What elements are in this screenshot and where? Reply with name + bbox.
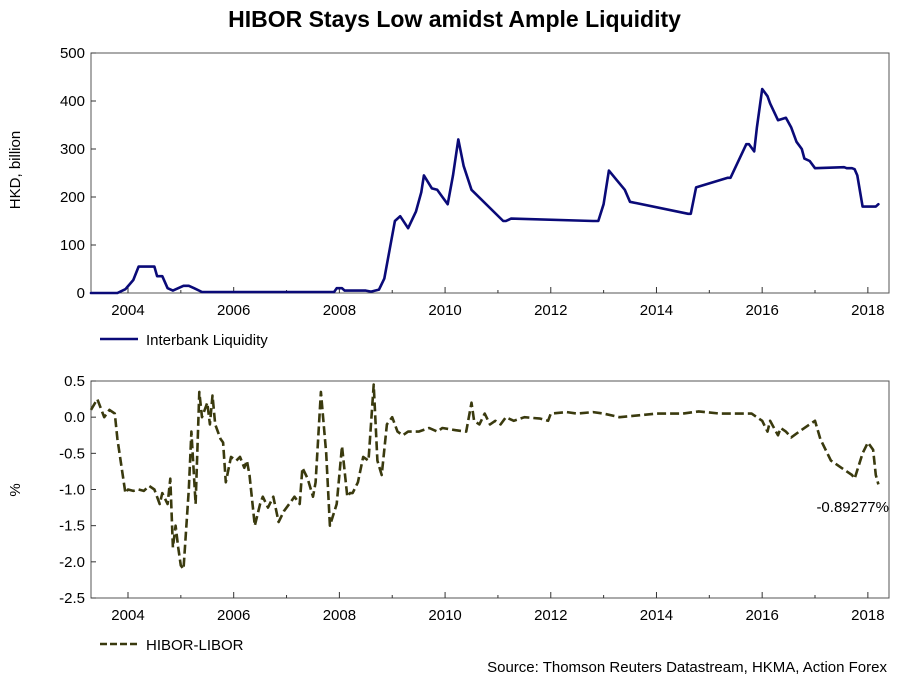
liquidity-x-tick-label: 2018 — [851, 302, 884, 319]
liquidity-y-tick-label: 200 — [60, 189, 85, 206]
liquidity-x-tick-label: 2012 — [534, 302, 567, 319]
spread-x-tick-label: 2008 — [323, 607, 356, 624]
liquidity-x-tick-label: 2008 — [323, 302, 356, 319]
chart-title: HIBOR Stays Low amidst Ample Liquidity — [228, 6, 681, 32]
liquidity-x-tick-label: 2004 — [111, 302, 144, 319]
liquidity-x-tick-label: 2010 — [428, 302, 461, 319]
spread-y-tick-label: -0.5 — [59, 445, 85, 462]
spread-y-tick-label: -1.5 — [59, 518, 85, 535]
spread-y-tick-label: 0.5 — [64, 373, 85, 390]
spread-y-tick-label: -2.0 — [59, 554, 85, 571]
liquidity-x-tick-label: 2014 — [640, 302, 673, 319]
spread-legend-label: HIBOR-LIBOR — [146, 637, 244, 654]
spread-y-axis-label: % — [7, 483, 24, 496]
spread-y-tick-label: -1.0 — [59, 482, 85, 499]
spread-x-tick-label: 2012 — [534, 607, 567, 624]
spread-x-tick-label: 2014 — [640, 607, 673, 624]
spread-x-tick-label: 2010 — [428, 607, 461, 624]
liquidity-y-tick-label: 0 — [77, 285, 85, 302]
liquidity-y-tick-label: 300 — [60, 141, 85, 158]
liquidity-y-axis-label: HKD, billion — [7, 131, 24, 209]
liquidity-chart: 500 400 300 200 100 0 2004 2006 2008 2010 2012 2014… — [7, 45, 890, 349]
liquidity-y-tick-label: 100 — [60, 237, 85, 254]
liquidity-x-tick-label: 2016 — [745, 302, 778, 319]
spread-y-tick-label: -2.5 — [59, 590, 85, 607]
spread-x-tick-label: 2004 — [111, 607, 144, 624]
liquidity-y-tick-label: 400 — [60, 93, 85, 110]
liquidity-x-tick-label: 2006 — [217, 302, 250, 319]
liquidity-series-line — [89, 87, 880, 295]
spread-x-tick-label: 2018 — [851, 607, 884, 624]
liquidity-legend-label: Interbank Liquidity — [146, 332, 268, 349]
spread-x-tick-label: 2016 — [745, 607, 778, 624]
liquidity-plot-frame — [90, 52, 890, 294]
spread-series-line — [89, 383, 880, 571]
spread-y-tick-label: 0.0 — [64, 409, 85, 426]
spread-annotation: -0.89277% — [816, 499, 889, 516]
spread-chart: 0.5 0.0 -0.5 -1.0 -1.5 -2.0 -2.5 2004 2006 2008 20… — [7, 373, 890, 654]
spread-x-tick-label: 2006 — [217, 607, 250, 624]
liquidity-y-tick-label: 500 — [60, 45, 85, 62]
source-note: Source: Thomson Reuters Datastream, HKMA… — [487, 659, 887, 676]
